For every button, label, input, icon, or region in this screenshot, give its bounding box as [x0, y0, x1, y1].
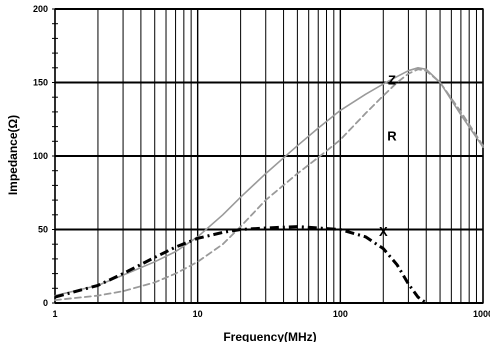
curve-label-z: Z — [388, 73, 396, 88]
y-tick-label: 150 — [33, 78, 48, 88]
curve-labels: Z R X — [379, 73, 397, 239]
x-tick-label: 10 — [193, 309, 203, 319]
x-tick-label: 100 — [333, 309, 348, 319]
y-tick-label: 100 — [33, 151, 48, 161]
series-group — [54, 67, 484, 305]
x-tick-label: 1 — [52, 309, 57, 319]
y-tick-label: 0 — [43, 298, 48, 308]
y-tick-label: 200 — [33, 4, 48, 14]
y-tick-label: 50 — [38, 225, 48, 235]
curve-label-r: R — [387, 128, 397, 143]
series-line-r — [54, 68, 484, 302]
series-line-z — [54, 67, 484, 297]
curve-label-x: X — [379, 224, 388, 239]
axes: 0 50 100 150 200 1 10 100 1000 — [33, 4, 490, 319]
x-axis-title: Frequency(MHz) — [223, 330, 316, 342]
x-tick-label: 1000 — [473, 309, 490, 319]
series-line-x — [54, 225, 428, 305]
y-axis-title: Impedance(Ω) — [6, 115, 20, 195]
grid — [54, 8, 484, 304]
